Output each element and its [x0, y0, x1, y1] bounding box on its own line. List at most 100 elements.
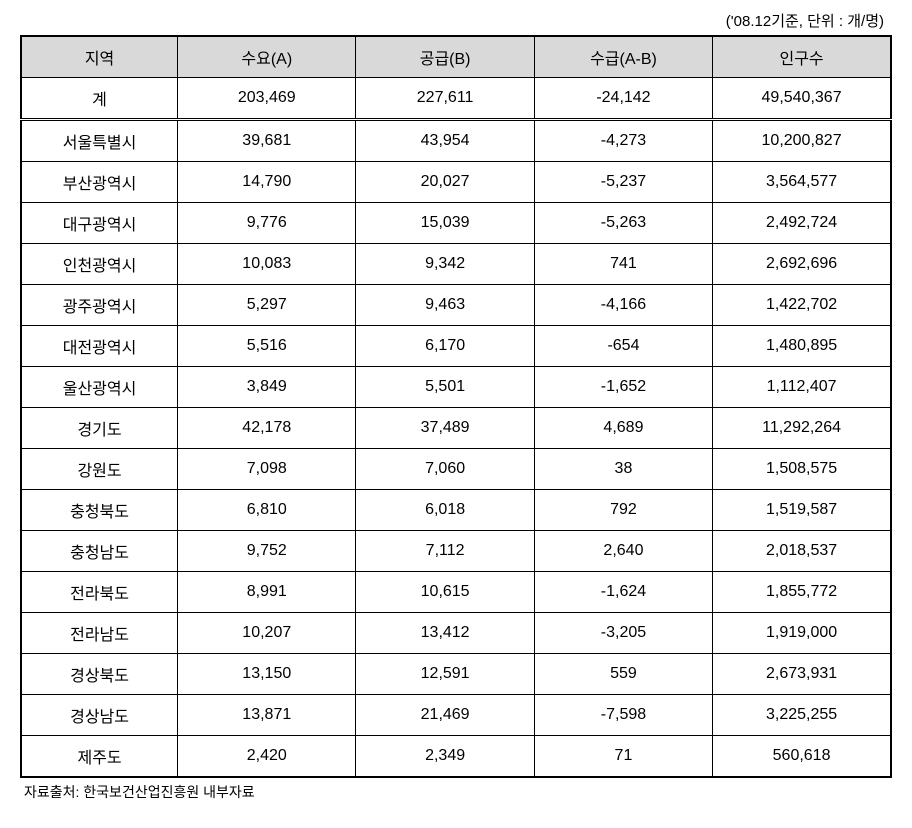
cell-region: 경상남도 — [21, 695, 178, 736]
cell-balance: 559 — [534, 654, 712, 695]
cell-population: 2,492,724 — [713, 203, 891, 244]
cell-region: 충청북도 — [21, 490, 178, 531]
cell-population: 1,508,575 — [713, 449, 891, 490]
cell-supply: 6,170 — [356, 326, 534, 367]
cell-population: 1,855,772 — [713, 572, 891, 613]
cell-region: 대전광역시 — [21, 326, 178, 367]
cell-population: 2,018,537 — [713, 531, 891, 572]
table-caption: ('08.12기준, 단위 : 개/명) — [20, 10, 892, 31]
cell-demand: 42,178 — [178, 408, 356, 449]
cell-supply: 7,060 — [356, 449, 534, 490]
total-supply: 227,611 — [356, 78, 534, 120]
cell-population: 1,422,702 — [713, 285, 891, 326]
cell-supply: 2,349 — [356, 736, 534, 778]
cell-region: 서울특별시 — [21, 120, 178, 162]
cell-supply: 15,039 — [356, 203, 534, 244]
header-region: 지역 — [21, 36, 178, 78]
cell-demand: 6,810 — [178, 490, 356, 531]
table-body: 계 203,469 227,611 -24,142 49,540,367 서울특… — [21, 78, 891, 778]
table-row: 경상북도13,15012,5915592,673,931 — [21, 654, 891, 695]
cell-balance: -5,263 — [534, 203, 712, 244]
cell-demand: 39,681 — [178, 120, 356, 162]
cell-supply: 13,412 — [356, 613, 534, 654]
table-row: 충청남도9,7527,1122,6402,018,537 — [21, 531, 891, 572]
cell-region: 울산광역시 — [21, 367, 178, 408]
table-row: 울산광역시3,8495,501-1,6521,112,407 — [21, 367, 891, 408]
cell-population: 2,673,931 — [713, 654, 891, 695]
cell-demand: 2,420 — [178, 736, 356, 778]
cell-balance: -4,273 — [534, 120, 712, 162]
table-row: 경기도42,17837,4894,68911,292,264 — [21, 408, 891, 449]
cell-supply: 21,469 — [356, 695, 534, 736]
cell-demand: 13,150 — [178, 654, 356, 695]
table-header-row: 지역 수요(A) 공급(B) 수급(A-B) 인구수 — [21, 36, 891, 78]
cell-region: 경기도 — [21, 408, 178, 449]
cell-supply: 43,954 — [356, 120, 534, 162]
cell-region: 제주도 — [21, 736, 178, 778]
cell-region: 인천광역시 — [21, 244, 178, 285]
cell-supply: 37,489 — [356, 408, 534, 449]
table-row: 광주광역시5,2979,463-4,1661,422,702 — [21, 285, 891, 326]
table-row: 강원도7,0987,060381,508,575 — [21, 449, 891, 490]
cell-demand: 10,083 — [178, 244, 356, 285]
cell-population: 1,519,587 — [713, 490, 891, 531]
cell-region: 강원도 — [21, 449, 178, 490]
table-row: 부산광역시14,79020,027-5,2373,564,577 — [21, 162, 891, 203]
cell-balance: 792 — [534, 490, 712, 531]
cell-balance: -5,237 — [534, 162, 712, 203]
total-row: 계 203,469 227,611 -24,142 49,540,367 — [21, 78, 891, 120]
total-label: 계 — [21, 78, 178, 120]
header-demand: 수요(A) — [178, 36, 356, 78]
cell-demand: 8,991 — [178, 572, 356, 613]
table-footnote: 자료출처: 한국보건산업진흥원 내부자료 — [20, 782, 892, 802]
cell-population: 3,564,577 — [713, 162, 891, 203]
cell-region: 경상북도 — [21, 654, 178, 695]
cell-demand: 5,516 — [178, 326, 356, 367]
cell-population: 3,225,255 — [713, 695, 891, 736]
cell-population: 1,480,895 — [713, 326, 891, 367]
header-balance: 수급(A-B) — [534, 36, 712, 78]
cell-demand: 13,871 — [178, 695, 356, 736]
cell-population: 10,200,827 — [713, 120, 891, 162]
cell-supply: 12,591 — [356, 654, 534, 695]
total-population: 49,540,367 — [713, 78, 891, 120]
cell-supply: 6,018 — [356, 490, 534, 531]
cell-population: 2,692,696 — [713, 244, 891, 285]
cell-demand: 10,207 — [178, 613, 356, 654]
cell-supply: 10,615 — [356, 572, 534, 613]
cell-balance: -1,624 — [534, 572, 712, 613]
cell-demand: 3,849 — [178, 367, 356, 408]
cell-demand: 7,098 — [178, 449, 356, 490]
header-supply: 공급(B) — [356, 36, 534, 78]
cell-region: 전라남도 — [21, 613, 178, 654]
cell-supply: 9,463 — [356, 285, 534, 326]
cell-demand: 5,297 — [178, 285, 356, 326]
table-row: 대전광역시5,5166,170-6541,480,895 — [21, 326, 891, 367]
cell-balance: 38 — [534, 449, 712, 490]
cell-balance: 2,640 — [534, 531, 712, 572]
table-row: 전라북도8,99110,615-1,6241,855,772 — [21, 572, 891, 613]
cell-balance: 71 — [534, 736, 712, 778]
cell-balance: -7,598 — [534, 695, 712, 736]
cell-population: 11,292,264 — [713, 408, 891, 449]
cell-balance: -3,205 — [534, 613, 712, 654]
table-row: 전라남도10,20713,412-3,2051,919,000 — [21, 613, 891, 654]
cell-demand: 14,790 — [178, 162, 356, 203]
cell-balance: -654 — [534, 326, 712, 367]
cell-region: 대구광역시 — [21, 203, 178, 244]
table-row: 충청북도6,8106,0187921,519,587 — [21, 490, 891, 531]
total-balance: -24,142 — [534, 78, 712, 120]
table-row: 제주도2,4202,34971560,618 — [21, 736, 891, 778]
cell-balance: -1,652 — [534, 367, 712, 408]
cell-supply: 9,342 — [356, 244, 534, 285]
total-demand: 203,469 — [178, 78, 356, 120]
cell-demand: 9,776 — [178, 203, 356, 244]
cell-population: 1,919,000 — [713, 613, 891, 654]
table-row: 경상남도13,87121,469-7,5983,225,255 — [21, 695, 891, 736]
cell-balance: -4,166 — [534, 285, 712, 326]
cell-population: 560,618 — [713, 736, 891, 778]
table-row: 서울특별시39,68143,954-4,27310,200,827 — [21, 120, 891, 162]
cell-demand: 9,752 — [178, 531, 356, 572]
table-row: 대구광역시9,77615,039-5,2632,492,724 — [21, 203, 891, 244]
cell-supply: 5,501 — [356, 367, 534, 408]
